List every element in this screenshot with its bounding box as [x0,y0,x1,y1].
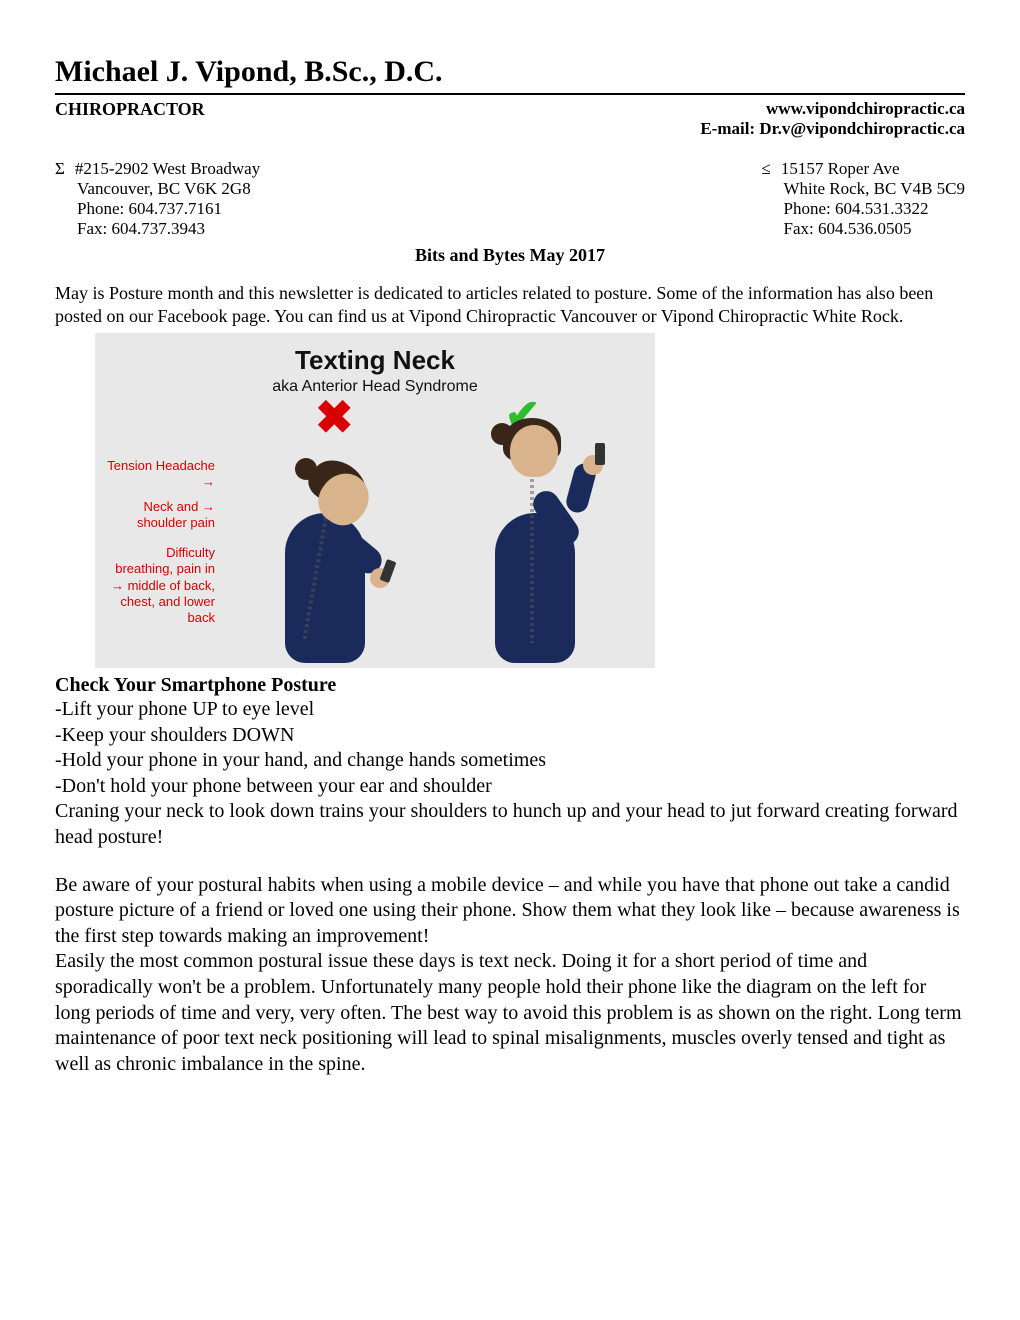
bad-posture-figure [245,428,405,663]
email-text: E-mail: Dr.v@vipondchiropractic.ca [700,119,965,139]
infographic-title: Texting Neck [105,345,645,376]
addr-left-line2: Vancouver, BC V6K 2G8 [55,179,260,199]
tip-4: -Don't hold your phone between your ear … [55,774,965,800]
paragraph-awareness: Be aware of your postural habits when us… [55,873,965,950]
header-subrow: CHIROPRACTOR www.vipondchiropractic.ca E… [55,99,965,139]
infographic-subtitle: aka Anterior Head Syndrome [105,378,645,396]
texting-neck-infographic: Texting Neck aka Anterior Head Syndrome … [95,333,655,668]
paragraph-text-neck: Easily the most common postural issue th… [55,949,965,1077]
header-divider [55,93,965,95]
address-left-block: Σ #215-2902 West Broadway Vancouver, BC … [55,159,260,239]
addr-right-phone: Phone: 604.531.3322 [762,199,966,219]
addr-right-fax: Fax: 604.536.0505 [762,219,966,239]
addr-right-bullet-icon: ≤ [762,159,771,179]
addr-left-fax: Fax: 604.737.3943 [55,219,260,239]
tip-3: -Hold your phone in your hand, and chang… [55,748,965,774]
doctor-name: Michael J. Vipond, B.Sc., D.C. [55,55,965,89]
section-heading-smartphone-posture: Check Your Smartphone Posture [55,674,965,697]
address-right-block: ≤ 15157 Roper Ave White Rock, BC V4B 5C9… [762,159,966,239]
addr-left-bullet-icon: Σ [55,159,65,179]
addr-left-phone: Phone: 604.737.7161 [55,199,260,219]
intro-paragraph: May is Posture month and this newsletter… [55,282,965,327]
figure-silhouettes [95,413,655,663]
website-text: www.vipondchiropractic.ca [700,99,965,119]
addr-left-line1: #215-2902 West Broadway [75,159,260,179]
tip-1: -Lift your phone UP to eye level [55,697,965,723]
addr-right-line2: White Rock, BC V4B 5C9 [762,179,966,199]
newsletter-title: Bits and Bytes May 2017 [55,245,965,266]
addresses-row: Σ #215-2902 West Broadway Vancouver, BC … [55,159,965,239]
paragraph-craning: Craning your neck to look down trains yo… [55,799,965,850]
good-posture-figure [455,413,615,663]
tip-2: -Keep your shoulders DOWN [55,723,965,749]
addr-right-line1: 15157 Roper Ave [781,159,900,179]
profession-title: CHIROPRACTOR [55,99,205,120]
header-contact-block: www.vipondchiropractic.ca E-mail: Dr.v@v… [700,99,965,139]
